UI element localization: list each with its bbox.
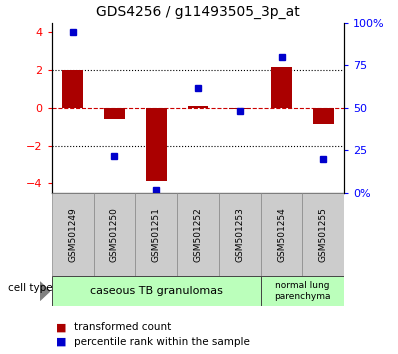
Text: ■: ■ [56,322,66,332]
Bar [52,276,261,306]
Text: cell type: cell type [8,282,53,293]
Bar [313,108,334,124]
Text: GSM501250: GSM501250 [110,207,119,262]
Bar [187,106,209,108]
Polygon shape [40,282,50,301]
Bar [94,193,135,276]
Text: ■: ■ [56,337,66,347]
Bar [177,193,219,276]
Bar [302,193,344,276]
Bar [261,193,302,276]
Bar [62,70,83,108]
Bar [271,67,292,108]
Text: caseous TB granulomas: caseous TB granulomas [90,286,222,296]
Text: GSM501254: GSM501254 [277,207,286,262]
Bar [135,193,177,276]
Text: GSM501252: GSM501252 [193,207,203,262]
Text: percentile rank within the sample: percentile rank within the sample [74,337,250,347]
Bar [219,193,261,276]
Bar [146,108,167,181]
Text: GSM501249: GSM501249 [68,207,77,262]
Title: GDS4256 / g11493505_3p_at: GDS4256 / g11493505_3p_at [96,5,300,19]
Bar [52,193,94,276]
Text: GSM501255: GSM501255 [319,207,328,262]
Text: GSM501253: GSM501253 [235,207,244,262]
Bar [104,108,125,119]
Text: transformed count: transformed count [74,322,171,332]
Bar [229,108,250,109]
Bar [261,276,344,306]
Text: normal lung
parenchyma: normal lung parenchyma [274,281,331,301]
Text: GSM501251: GSM501251 [152,207,161,262]
